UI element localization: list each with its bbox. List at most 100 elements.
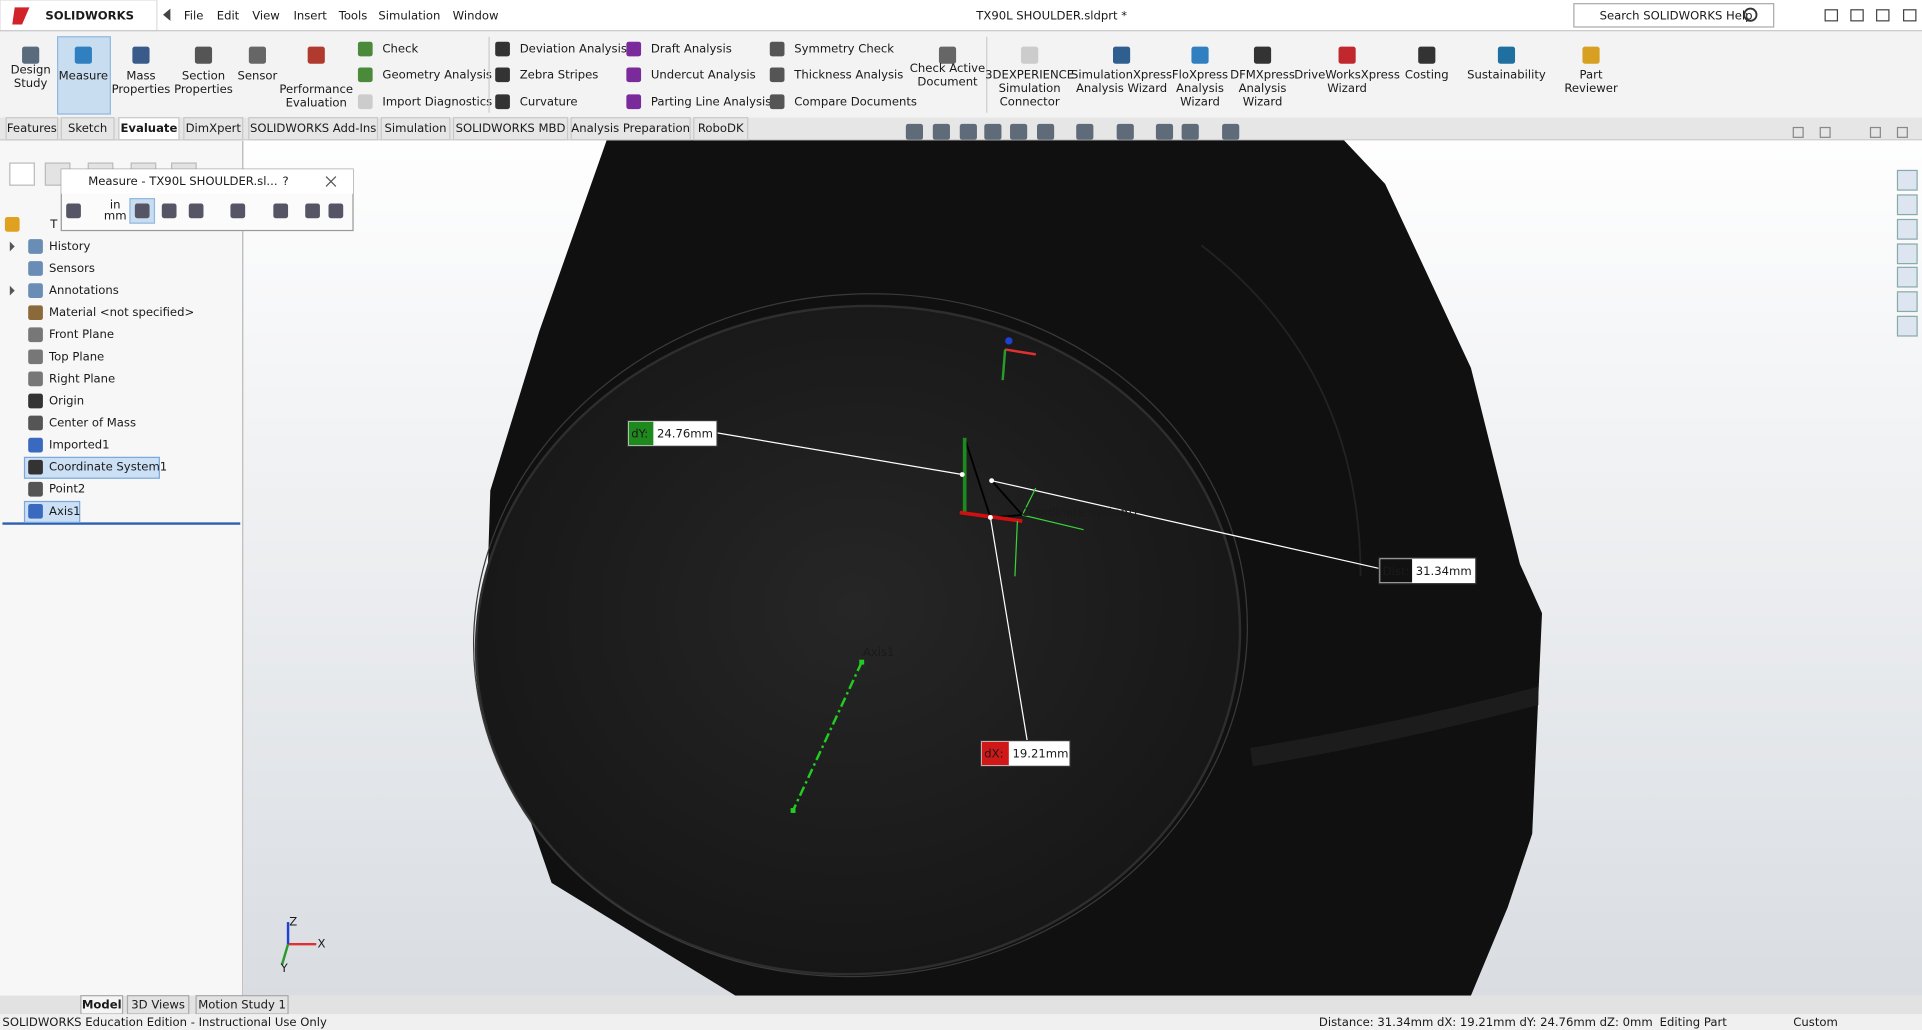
icon (1338, 46, 1356, 64)
window-control[interactable] (1876, 9, 1890, 22)
ribbon-tool[interactable]: Symmetry Check (794, 42, 894, 56)
tree-expander[interactable] (9, 285, 15, 296)
view-tool[interactable] (959, 123, 977, 140)
ribbon-tool[interactable]: Check (382, 42, 418, 56)
view-tool[interactable] (984, 123, 1002, 140)
dialog-tool[interactable] (328, 203, 344, 219)
ribbon-button-label[interactable]: Performance (279, 82, 353, 96)
ribbon-button-label[interactable]: Analysis (1176, 81, 1224, 95)
tree-item[interactable]: Imported1 (49, 438, 110, 452)
task-pane-tab[interactable] (1896, 218, 1918, 240)
menu-item[interactable]: Insert (293, 8, 327, 22)
ribbon-button-label[interactable]: SimulationXpress (1071, 67, 1172, 81)
ribbon-button-label[interactable]: Check Active (910, 61, 985, 75)
menu-item[interactable]: Simulation (378, 8, 440, 22)
ribbon-tool[interactable]: Draft Analysis (651, 42, 732, 56)
ribbon-button-label[interactable]: Document (917, 75, 978, 89)
task-pane-tab[interactable] (1896, 315, 1918, 337)
tree-item[interactable]: Right Plane (49, 371, 115, 385)
menu-item[interactable]: Edit (217, 8, 240, 22)
ribbon-button-label[interactable]: Connector (1000, 94, 1060, 108)
view-tool[interactable] (1076, 123, 1094, 140)
ribbon-button-label[interactable]: Measure (59, 69, 108, 83)
dialog-tool[interactable] (273, 203, 289, 219)
view-tool[interactable] (1010, 123, 1028, 140)
search-box[interactable] (1573, 3, 1775, 28)
ribbon-button-label[interactable]: Part (1580, 67, 1603, 81)
view-tool[interactable] (905, 123, 924, 140)
menu-item[interactable]: File (184, 8, 203, 22)
ribbon-tool[interactable]: Import Diagnostics (382, 94, 492, 108)
dialog-tool[interactable] (188, 203, 204, 219)
tree-item[interactable]: Point2 (49, 482, 85, 496)
ribbon-button-label[interactable]: Evaluation (286, 95, 347, 109)
ribbon-tool[interactable]: Undercut Analysis (651, 67, 756, 81)
window-control[interactable] (1824, 9, 1839, 22)
ribbon-tool[interactable]: Curvature (520, 94, 578, 108)
ribbon-button-label[interactable]: FloXpress (1172, 67, 1228, 81)
view-tool[interactable] (1116, 123, 1134, 140)
window-control[interactable] (1850, 9, 1864, 22)
window-control[interactable] (1903, 9, 1917, 22)
ribbon-tool[interactable]: Geometry Analysis (382, 67, 492, 81)
dialog-tool[interactable] (134, 203, 150, 219)
dialog-help[interactable]: ? (283, 174, 289, 188)
dialog-tool[interactable] (161, 203, 177, 219)
ribbon-button-label[interactable]: Sensor (237, 69, 277, 83)
ribbon-button-label[interactable]: Study (14, 76, 48, 90)
ribbon-button-label[interactable]: DFMXpress (1230, 67, 1295, 81)
ribbon-button-label[interactable]: Wizard (1180, 94, 1220, 108)
tree-item[interactable]: Center of Mass (49, 416, 136, 430)
view-tool[interactable] (932, 123, 950, 140)
task-pane-tab[interactable] (1896, 169, 1918, 191)
tree-item[interactable]: History (49, 239, 90, 253)
ribbon-button-label[interactable]: Wizard (1327, 81, 1367, 95)
ribbon-button-label[interactable]: Costing (1405, 67, 1449, 81)
ribbon-button-label[interactable]: Analysis Wizard (1076, 81, 1167, 95)
dialog-tool[interactable] (305, 203, 320, 219)
ribbon-button-label[interactable]: Design (11, 62, 51, 76)
ribbon-button-label[interactable]: Section (182, 69, 225, 83)
menu-item[interactable]: Window (453, 8, 499, 22)
panel-tab[interactable] (9, 162, 35, 186)
ribbon-tool[interactable]: Compare Documents (794, 94, 917, 108)
ribbon-tool[interactable]: Parting Line Analysis (651, 94, 771, 108)
tree-item[interactable]: Sensors (49, 261, 95, 275)
ribbon-button-label[interactable]: 3DEXPERIENCE (985, 67, 1074, 81)
view-tool[interactable] (1155, 123, 1174, 140)
dialog-tool[interactable] (230, 203, 246, 219)
menu-item[interactable]: Tools (338, 8, 368, 22)
ribbon-button-label[interactable]: Properties (112, 82, 171, 96)
tree-item[interactable]: Origin (49, 393, 84, 407)
ribbon-tool[interactable]: Deviation Analysis (520, 42, 627, 56)
task-pane-tab[interactable] (1896, 194, 1918, 216)
tree-item[interactable]: Axis1 (49, 504, 81, 518)
ribbon-button-label[interactable]: Properties (174, 82, 233, 96)
tree-item[interactable]: Front Plane (49, 327, 114, 341)
dialog-tool[interactable] (66, 203, 81, 219)
view-tool[interactable] (1222, 123, 1240, 140)
task-pane-tab[interactable] (1896, 266, 1918, 288)
view-tool[interactable] (1036, 123, 1055, 140)
tree-item[interactable]: Material <not specified> (49, 305, 194, 319)
task-pane-tab[interactable] (1896, 243, 1918, 265)
view-tool[interactable] (1181, 123, 1199, 140)
ribbon-button-label[interactable]: Sustainability (1467, 67, 1546, 81)
ribbon-button-label[interactable]: Reviewer (1564, 81, 1618, 95)
ribbon-button-label[interactable]: Wizard (1243, 94, 1283, 108)
menu-item[interactable]: View (252, 8, 280, 22)
ribbon-button-label[interactable]: DriveWorksXpress (1294, 67, 1400, 81)
tree-item[interactable]: Annotations (49, 283, 119, 297)
tree-item[interactable]: Coordinate System1 (49, 460, 167, 474)
ribbon-button-label[interactable]: Mass (126, 69, 155, 83)
status-units[interactable]: Custom (1793, 1015, 1838, 1029)
back-arrow[interactable] (163, 8, 171, 21)
task-pane-tab[interactable] (1896, 291, 1918, 313)
dialog-close[interactable] (325, 176, 337, 187)
tree-expander[interactable] (9, 241, 15, 252)
ribbon-tool[interactable]: Thickness Analysis (793, 67, 903, 81)
ribbon-tool[interactable]: Zebra Stripes (520, 67, 599, 81)
tree-item[interactable]: Top Plane (48, 349, 104, 363)
ribbon-button-label[interactable]: Simulation (999, 81, 1061, 95)
ribbon-button-label[interactable]: Analysis (1239, 81, 1287, 95)
